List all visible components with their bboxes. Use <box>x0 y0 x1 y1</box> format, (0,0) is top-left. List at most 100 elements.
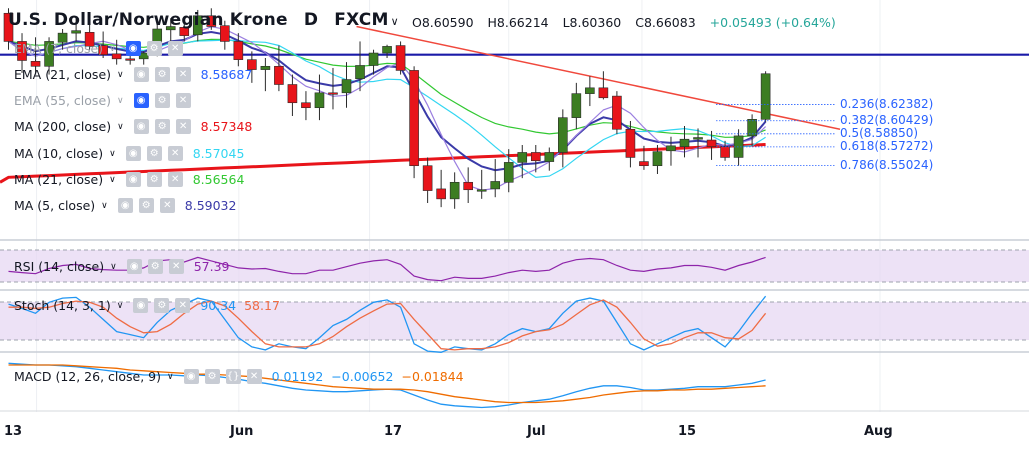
candle-body-down <box>30 61 41 67</box>
eye-icon[interactable]: ◉ <box>133 298 149 313</box>
close-icon[interactable]: ✕ <box>159 198 175 213</box>
candle-body-down <box>84 32 95 47</box>
chevron-down-icon[interactable]: ∨ <box>117 69 124 80</box>
indicator-label[interactable]: EMA (21, close) <box>14 67 112 82</box>
gear-icon[interactable]: ⚙ <box>146 146 162 161</box>
gear-icon[interactable]: ⚙ <box>138 198 154 213</box>
candle-body-down <box>301 102 311 109</box>
trendline <box>356 25 841 130</box>
candle-body-up <box>192 15 203 36</box>
candle <box>706 130 717 160</box>
eye-icon[interactable]: ◉ <box>133 67 149 82</box>
rsi-legend: RSI (14, close) ∨ ◉ ⚙ ✕ 57.39 <box>14 259 229 274</box>
candle-body-down <box>625 128 636 158</box>
eye-icon[interactable]: ◉ <box>183 369 199 384</box>
indicator-label[interactable]: MA (10, close) <box>14 146 104 161</box>
close-icon[interactable]: ✕ <box>168 259 184 274</box>
eye-icon[interactable]: ◉ <box>126 259 142 274</box>
stoch-d-value: 58.17 <box>244 298 280 313</box>
symbol-dropdown-icon[interactable]: ∨ <box>390 15 399 28</box>
candle-body-up <box>747 119 757 137</box>
candle <box>355 41 365 92</box>
gear-icon[interactable]: ⚙ <box>204 369 220 384</box>
candle <box>530 145 541 173</box>
macd-label[interactable]: MACD (12, 26, close, 9) <box>14 369 161 384</box>
chevron-down-icon[interactable]: ∨ <box>110 261 117 272</box>
close-value: C8.66083 <box>635 15 696 30</box>
candle-body-up <box>585 87 595 94</box>
candle-body-up <box>679 138 690 147</box>
fib-level-label: 0.618(8.57272) <box>840 138 934 153</box>
candle <box>449 172 460 209</box>
indicator-label[interactable]: MA (21, close) <box>14 172 104 187</box>
candle <box>585 76 595 107</box>
gear-icon[interactable]: ⚙ <box>146 172 162 187</box>
close-icon[interactable]: ✕ <box>167 172 183 187</box>
interval-label[interactable]: D <box>303 10 319 30</box>
close-icon[interactable]: ✕ <box>175 93 191 108</box>
candle-body-up <box>355 65 365 80</box>
candle-body-up <box>314 92 325 109</box>
candle <box>220 20 230 50</box>
candle <box>30 37 41 75</box>
chevron-down-icon[interactable]: ∨ <box>117 121 124 132</box>
candle-body-up <box>571 93 582 118</box>
chevron-down-icon[interactable]: ∨ <box>109 148 116 159</box>
candle <box>409 66 419 179</box>
indicator-label[interactable]: MA (200, close) <box>14 119 112 134</box>
macd-hist-value: −0.01844 <box>401 369 464 384</box>
chevron-down-icon[interactable]: ∨ <box>167 371 174 382</box>
gear-icon[interactable]: ⚙ <box>154 298 170 313</box>
symbol-title: U.S. Dollar/Norwegian Krone <box>8 10 288 30</box>
chevron-down-icon[interactable]: ∨ <box>116 300 124 311</box>
stoch-k-line <box>8 295 767 353</box>
fx-icon[interactable]: {} <box>225 369 241 384</box>
candle <box>760 71 771 122</box>
eye-icon[interactable]: ◉ <box>133 93 149 108</box>
macd-legend: MACD (12, 26, close, 9) ∨ ◉ ⚙{} ✕ 0.01192 … <box>14 369 464 384</box>
chevron-down-icon[interactable]: ∨ <box>101 200 108 211</box>
close-icon[interactable]: ✕ <box>246 369 262 384</box>
close-icon[interactable]: ✕ <box>175 298 191 313</box>
candle-body-down <box>111 53 122 60</box>
candle <box>3 8 14 50</box>
candle <box>679 125 690 158</box>
eye-icon[interactable]: ◉ <box>125 172 141 187</box>
candle <box>490 159 501 198</box>
chevron-down-icon[interactable]: ∨ <box>109 174 116 185</box>
close-icon[interactable]: ✕ <box>175 67 191 82</box>
gear-icon[interactable]: ⚙ <box>154 93 170 108</box>
chevron-down-icon[interactable]: ∨ <box>117 95 124 106</box>
eye-icon[interactable]: ◉ <box>133 119 149 134</box>
macd-value: 0.01192 <box>271 369 324 384</box>
candle-body-down <box>598 87 609 99</box>
eye-icon[interactable]: ◉ <box>125 146 141 161</box>
gear-icon[interactable]: ⚙ <box>154 119 170 134</box>
candle <box>287 74 298 116</box>
indicator-label[interactable]: EMA (55, close) <box>14 93 112 108</box>
gear-icon[interactable]: ⚙ <box>154 67 170 82</box>
stoch-label[interactable]: Stoch (14, 3, 1) <box>14 298 111 313</box>
close-icon[interactable]: ✕ <box>167 146 183 161</box>
candle <box>111 39 122 65</box>
stoch-band <box>0 302 1029 340</box>
candle <box>165 18 176 42</box>
close-icon[interactable]: ✕ <box>175 119 191 134</box>
candle-body-up <box>503 162 514 183</box>
gear-icon[interactable]: ⚙ <box>146 41 162 56</box>
rsi-label[interactable]: RSI (14, close) <box>14 259 105 274</box>
gear-icon[interactable]: ⚙ <box>147 259 163 274</box>
candle <box>84 20 95 50</box>
candle <box>71 16 81 42</box>
eye-icon[interactable]: ◉ <box>117 198 133 213</box>
candle <box>747 114 757 146</box>
indicator-label[interactable]: EMA (7, close) <box>14 41 104 56</box>
candle <box>57 29 68 50</box>
eye-icon[interactable]: ◉ <box>125 41 141 56</box>
candle <box>206 8 217 30</box>
candle <box>382 44 392 58</box>
indicator-label[interactable]: MA (5, close) <box>14 198 96 213</box>
close-icon[interactable]: ✕ <box>167 41 183 56</box>
chevron-down-icon[interactable]: ∨ <box>109 43 116 54</box>
